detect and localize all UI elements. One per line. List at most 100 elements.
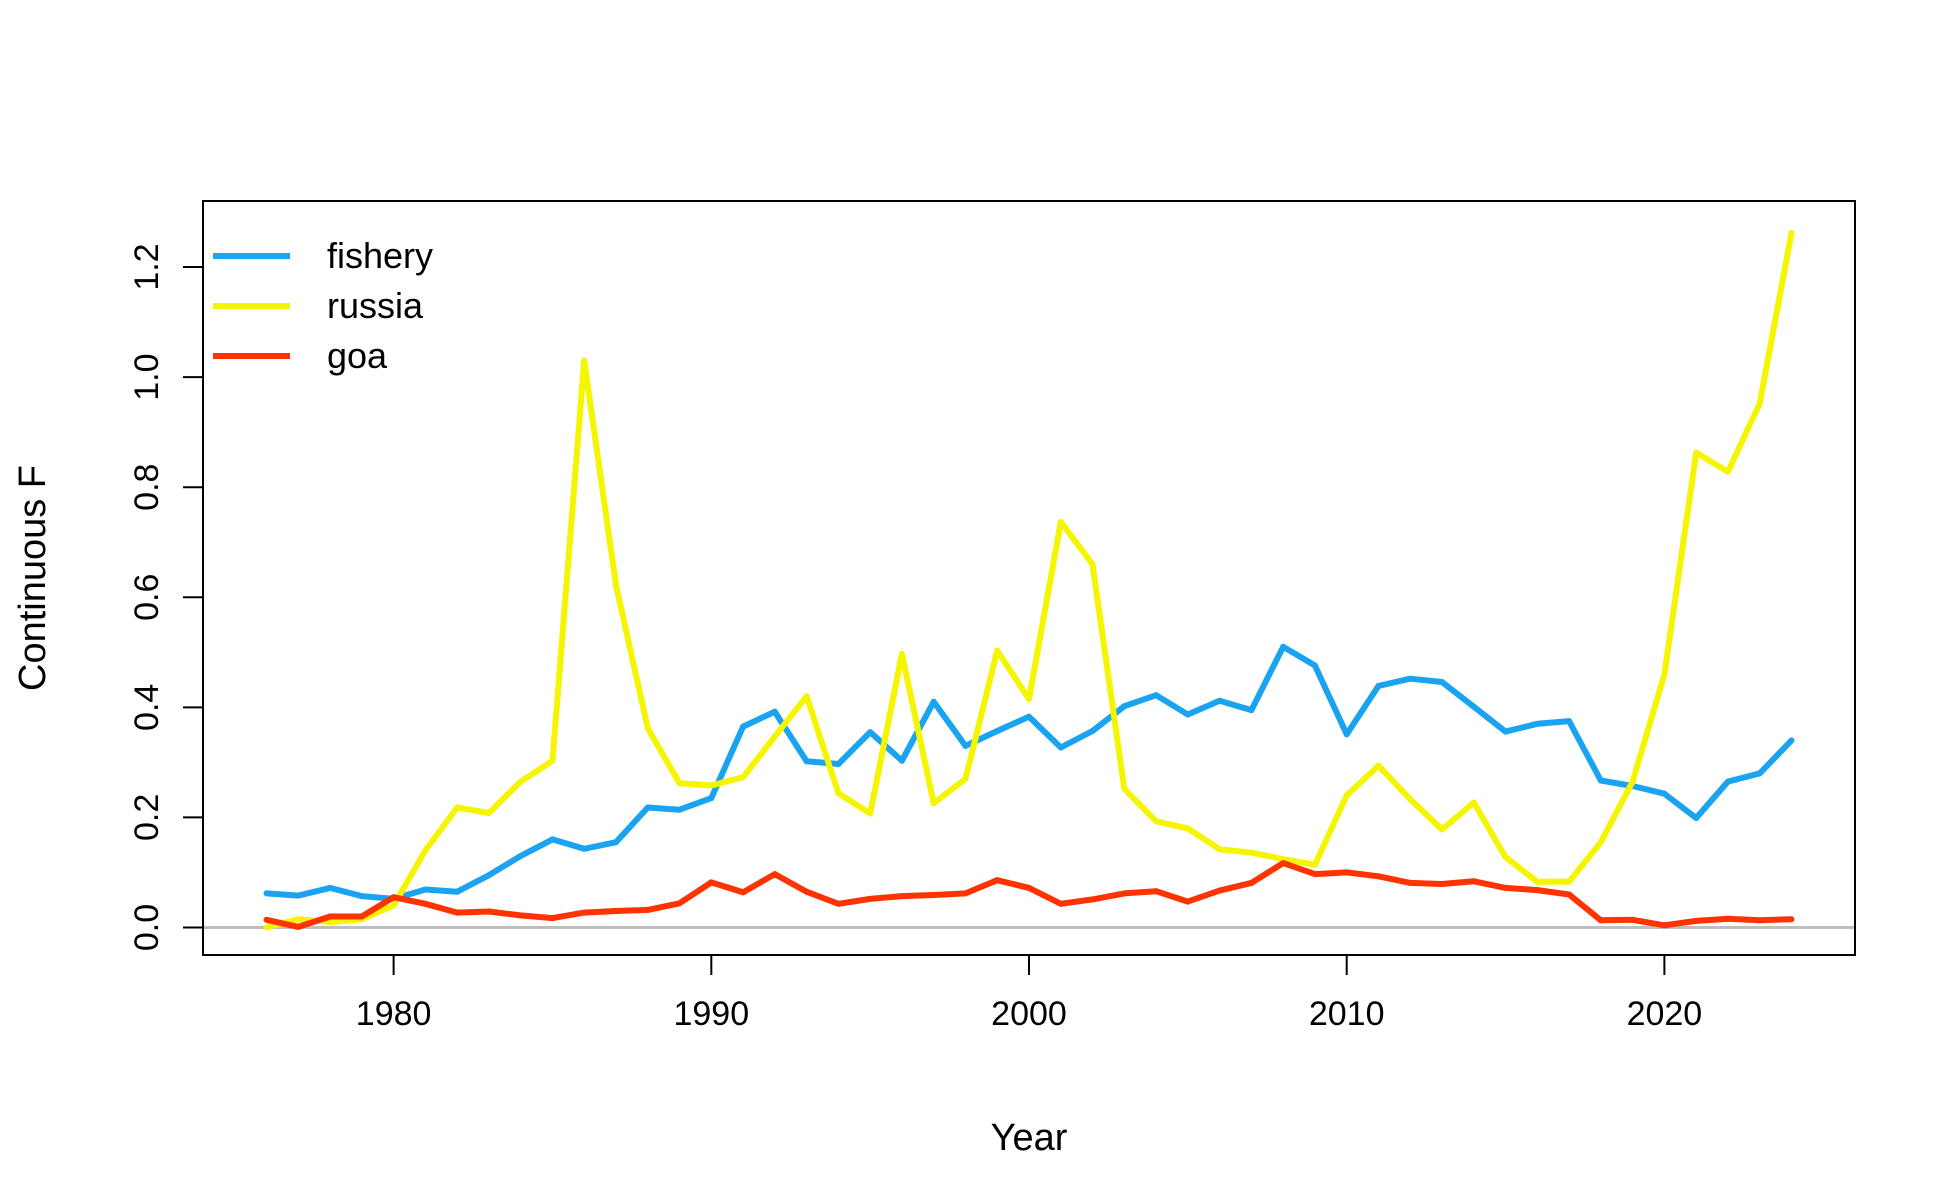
data-point-fishery [1153, 692, 1160, 699]
data-point-goa [1756, 917, 1763, 924]
data-point-goa [740, 889, 747, 896]
data-point-fishery [708, 795, 715, 802]
data-point-fishery [994, 728, 1001, 735]
data-point-goa [581, 909, 588, 916]
data-point-fishery [1121, 703, 1128, 710]
data-point-russia [485, 810, 492, 817]
data-point-fishery [962, 742, 969, 749]
data-point-fishery [485, 872, 492, 879]
data-point-goa [1788, 916, 1795, 923]
data-point-fishery [1407, 675, 1414, 682]
data-point-fishery [867, 729, 874, 736]
data-point-russia [1661, 671, 1668, 678]
data-point-goa [358, 913, 365, 920]
data-point-russia [1057, 518, 1064, 525]
data-point-russia [454, 804, 461, 811]
data-point-russia [1724, 468, 1731, 475]
data-point-fishery [676, 806, 683, 813]
data-point-goa [676, 900, 683, 907]
data-point-fishery [1724, 778, 1731, 785]
data-point-russia [994, 647, 1001, 654]
data-point-fishery [1375, 682, 1382, 689]
data-point-russia [676, 780, 683, 787]
y-tick-label: 0.0 [128, 904, 166, 951]
data-point-goa [803, 888, 810, 895]
data-point-russia [517, 778, 524, 785]
data-point-goa [327, 913, 334, 920]
data-point-goa [517, 912, 524, 919]
data-point-russia [1311, 861, 1318, 868]
x-tick-label: 2000 [991, 995, 1067, 1033]
data-point-fishery [263, 890, 270, 897]
data-point-goa [867, 895, 874, 902]
data-point-russia [1788, 229, 1795, 236]
data-point-goa [1121, 890, 1128, 897]
data-point-goa [549, 915, 556, 922]
data-point-goa [1216, 887, 1223, 894]
y-tick-label: 0.6 [128, 574, 166, 621]
data-point-goa [644, 906, 651, 913]
data-point-goa [1439, 881, 1445, 888]
data-point-russia [708, 782, 715, 789]
data-point-goa [835, 900, 842, 907]
data-point-goa [1057, 900, 1064, 907]
y-axis: 0.0 0.2 0.4 0.6 0.8 1.0 1.2 [128, 243, 204, 951]
data-point-fishery [740, 723, 747, 730]
data-point-fishery [1439, 679, 1445, 686]
data-point-fishery [1311, 662, 1318, 669]
data-point-russia [295, 916, 302, 923]
data-point-russia [1629, 778, 1636, 785]
data-point-fishery [1280, 643, 1287, 650]
legend: fishery russia goa [213, 235, 433, 376]
data-point-fishery [517, 852, 524, 859]
x-tick-label: 1990 [673, 995, 749, 1033]
legend-label-goa: goa [327, 335, 388, 376]
data-point-goa [485, 908, 492, 915]
data-point-russia [1534, 878, 1541, 885]
data-point-russia [771, 733, 778, 740]
data-point-goa [1375, 873, 1382, 880]
data-point-russia [1439, 826, 1445, 833]
data-point-fishery [835, 761, 842, 768]
y-tick-label: 0.8 [128, 464, 166, 511]
data-point-russia [422, 847, 429, 854]
data-point-goa [994, 877, 1001, 884]
data-point-goa [1153, 888, 1160, 895]
data-point-russia [835, 790, 842, 797]
data-point-fishery [803, 758, 810, 765]
x-tick-label: 2010 [1309, 995, 1385, 1033]
data-point-goa [1089, 896, 1096, 903]
data-point-goa [708, 879, 715, 886]
data-point-russia [1216, 846, 1223, 853]
data-point-fishery [1184, 711, 1191, 718]
data-point-fishery [930, 698, 937, 705]
data-point-goa [962, 890, 969, 897]
data-point-fishery [454, 888, 461, 895]
data-point-russia [549, 757, 556, 764]
data-point-russia [1248, 849, 1255, 856]
data-point-fishery [1661, 790, 1668, 797]
data-point-russia [1407, 796, 1414, 803]
data-point-russia [867, 810, 874, 817]
data-point-goa [613, 907, 619, 914]
data-point-fishery [1248, 707, 1255, 714]
data-point-goa [454, 909, 461, 916]
data-point-fishery [1756, 770, 1763, 777]
data-point-russia [1089, 561, 1096, 568]
data-point-russia [1343, 792, 1350, 799]
data-point-fishery [327, 884, 334, 891]
data-point-fishery [1216, 697, 1223, 704]
data-point-russia [1026, 696, 1032, 703]
data-point-fishery [1534, 720, 1541, 727]
data-point-goa [1026, 884, 1032, 891]
y-tick-label: 1.0 [128, 353, 166, 400]
data-point-russia [1153, 818, 1160, 825]
data-point-goa [1661, 922, 1668, 929]
data-point-russia [898, 650, 905, 657]
data-point-russia [740, 774, 747, 781]
data-point-russia [1566, 878, 1573, 885]
data-point-russia [644, 725, 651, 732]
data-point-russia [1597, 839, 1604, 846]
data-point-goa [898, 893, 905, 900]
